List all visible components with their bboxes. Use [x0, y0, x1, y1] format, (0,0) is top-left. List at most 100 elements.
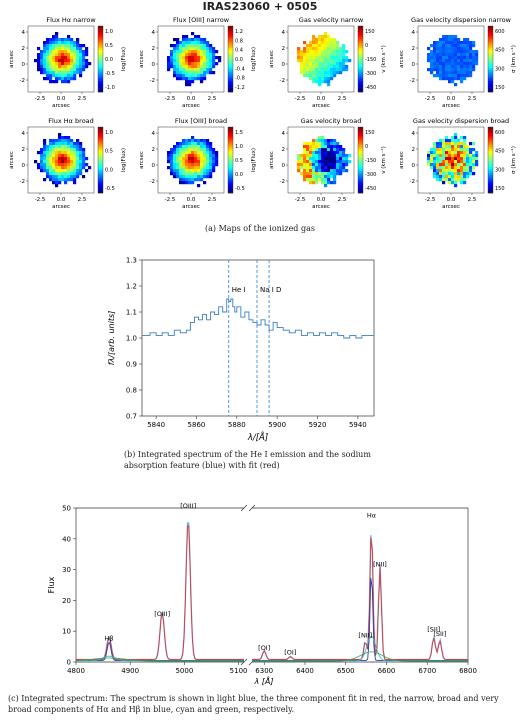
colorbar-step: [358, 43, 363, 47]
map-pixel: [327, 38, 331, 42]
map-pixel: [76, 65, 80, 69]
map-ylabel: arcsec: [269, 151, 275, 169]
map-pixel: [475, 160, 479, 164]
map-pixel: [206, 44, 210, 48]
map-pixel: [170, 59, 174, 63]
map-pixel: [451, 77, 455, 81]
map-pixel: [206, 65, 210, 69]
colorbar-tick-label: -300: [365, 172, 376, 178]
map-pixel: [312, 68, 316, 72]
map-pixel: [433, 160, 437, 164]
map-pixel: [318, 169, 322, 173]
map-pixel: [200, 80, 204, 84]
y-tick-label: 50: [62, 505, 71, 513]
map-pixel: [58, 166, 62, 170]
map-pixel: [203, 62, 207, 66]
map-pixel: [427, 157, 431, 161]
colorbar-tick-label: 600: [495, 130, 505, 136]
map-pixel: [439, 41, 443, 45]
map-pixel: [76, 68, 80, 72]
map-pixel: [315, 178, 319, 182]
map-pixel: [457, 62, 461, 66]
map-pixel: [460, 53, 464, 57]
map-pixel: [336, 169, 340, 173]
map-pixel: [203, 175, 207, 179]
colorbar-step: [488, 70, 493, 73]
colorbar-tick-label: 150: [365, 130, 375, 136]
map-xtick-label: 2.5: [338, 197, 347, 203]
map-pixel: [324, 44, 328, 48]
x-tick-label: 5940: [349, 421, 367, 429]
map-pixel: [454, 142, 458, 146]
colorbar-step: [358, 61, 363, 64]
map-pixel: [188, 44, 192, 48]
map-pixel: [303, 59, 307, 63]
colorbar-tick-label: 0: [365, 144, 368, 150]
map-pixel: [58, 172, 62, 176]
map-pixel: [312, 157, 316, 161]
map-pixel: [73, 41, 77, 45]
map-pixel: [442, 47, 446, 51]
map-pixel: [342, 157, 346, 161]
map-pixel: [215, 160, 219, 164]
map-pixel: [43, 77, 47, 81]
colorbar-step: [358, 162, 363, 165]
map-pixel: [43, 53, 47, 57]
map-pixel: [212, 166, 216, 170]
map-pixel: [209, 163, 213, 167]
map-pixel: [336, 148, 340, 152]
map-pixel: [448, 38, 452, 42]
map-pixel: [46, 53, 50, 57]
map-pixel: [197, 157, 201, 161]
map-pixel: [303, 74, 307, 78]
map-pixel: [194, 59, 198, 63]
map-pixel: [445, 35, 449, 39]
map-pixel: [167, 160, 171, 164]
y-tick-label: 1.3: [126, 257, 137, 265]
map-pixel: [182, 166, 186, 170]
colorbar-step: [228, 81, 233, 84]
map-pixel: [203, 59, 207, 63]
map-pixel: [173, 175, 177, 179]
map-pixel: [170, 50, 174, 54]
map-pixel: [463, 139, 467, 143]
map-pixel: [182, 154, 186, 158]
map-pixel: [448, 148, 452, 152]
map-pixel: [342, 50, 346, 54]
map-pixel: [194, 50, 198, 54]
colorbar-step: [228, 151, 233, 154]
colorbar-step: [98, 48, 103, 51]
map-pixel: [460, 136, 464, 140]
map-pixel: [79, 145, 83, 149]
map-pixel: [194, 169, 198, 173]
map-pixel: [333, 142, 337, 146]
map-pixel: [176, 169, 180, 173]
x-tick-label: 4900: [121, 667, 139, 675]
map-pixel: [76, 142, 80, 146]
map-pixel: [37, 68, 41, 72]
map-pixel: [191, 169, 195, 173]
map-pixel: [306, 172, 310, 176]
colorbar-step: [98, 190, 103, 194]
map-pixel: [61, 38, 65, 42]
map-pixel: [306, 169, 310, 173]
y-tick-label: 40: [62, 535, 71, 543]
map-pixel: [430, 44, 434, 48]
map-pixel: [212, 151, 216, 155]
map-pixel: [194, 62, 198, 66]
map-pixel: [312, 77, 316, 81]
map-pixel: [167, 166, 171, 170]
map-pixel: [442, 181, 446, 185]
map-pixel: [197, 163, 201, 167]
map-pixel: [55, 50, 59, 54]
map-pixel: [173, 56, 177, 60]
map-pixel: [197, 74, 201, 78]
map-pixel: [315, 169, 319, 173]
map-pixel: [64, 50, 68, 54]
map-pixel: [469, 172, 473, 176]
map-pixel: [472, 163, 476, 167]
map-pixel: [442, 166, 446, 170]
colorbar-step: [228, 149, 233, 152]
map-pixel: [445, 157, 449, 161]
map-pixel: [315, 163, 319, 167]
